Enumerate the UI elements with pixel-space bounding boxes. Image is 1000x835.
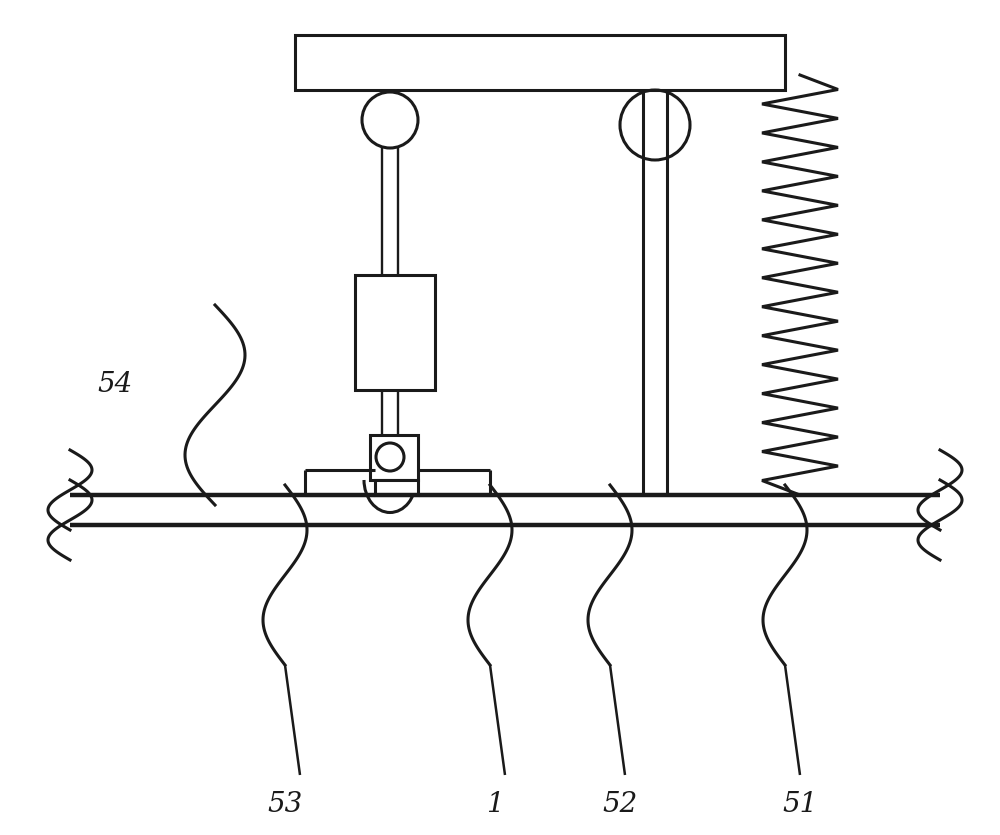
Text: 54: 54 (97, 372, 133, 398)
Bar (295, 35, 785, 90)
Text: 53: 53 (267, 792, 303, 818)
Bar (375, 480, 418, 495)
Text: 51: 51 (782, 792, 818, 818)
Text: 52: 52 (602, 792, 638, 818)
Bar (355, 275, 435, 390)
Text: 1: 1 (486, 792, 504, 818)
Bar (370, 435, 418, 480)
